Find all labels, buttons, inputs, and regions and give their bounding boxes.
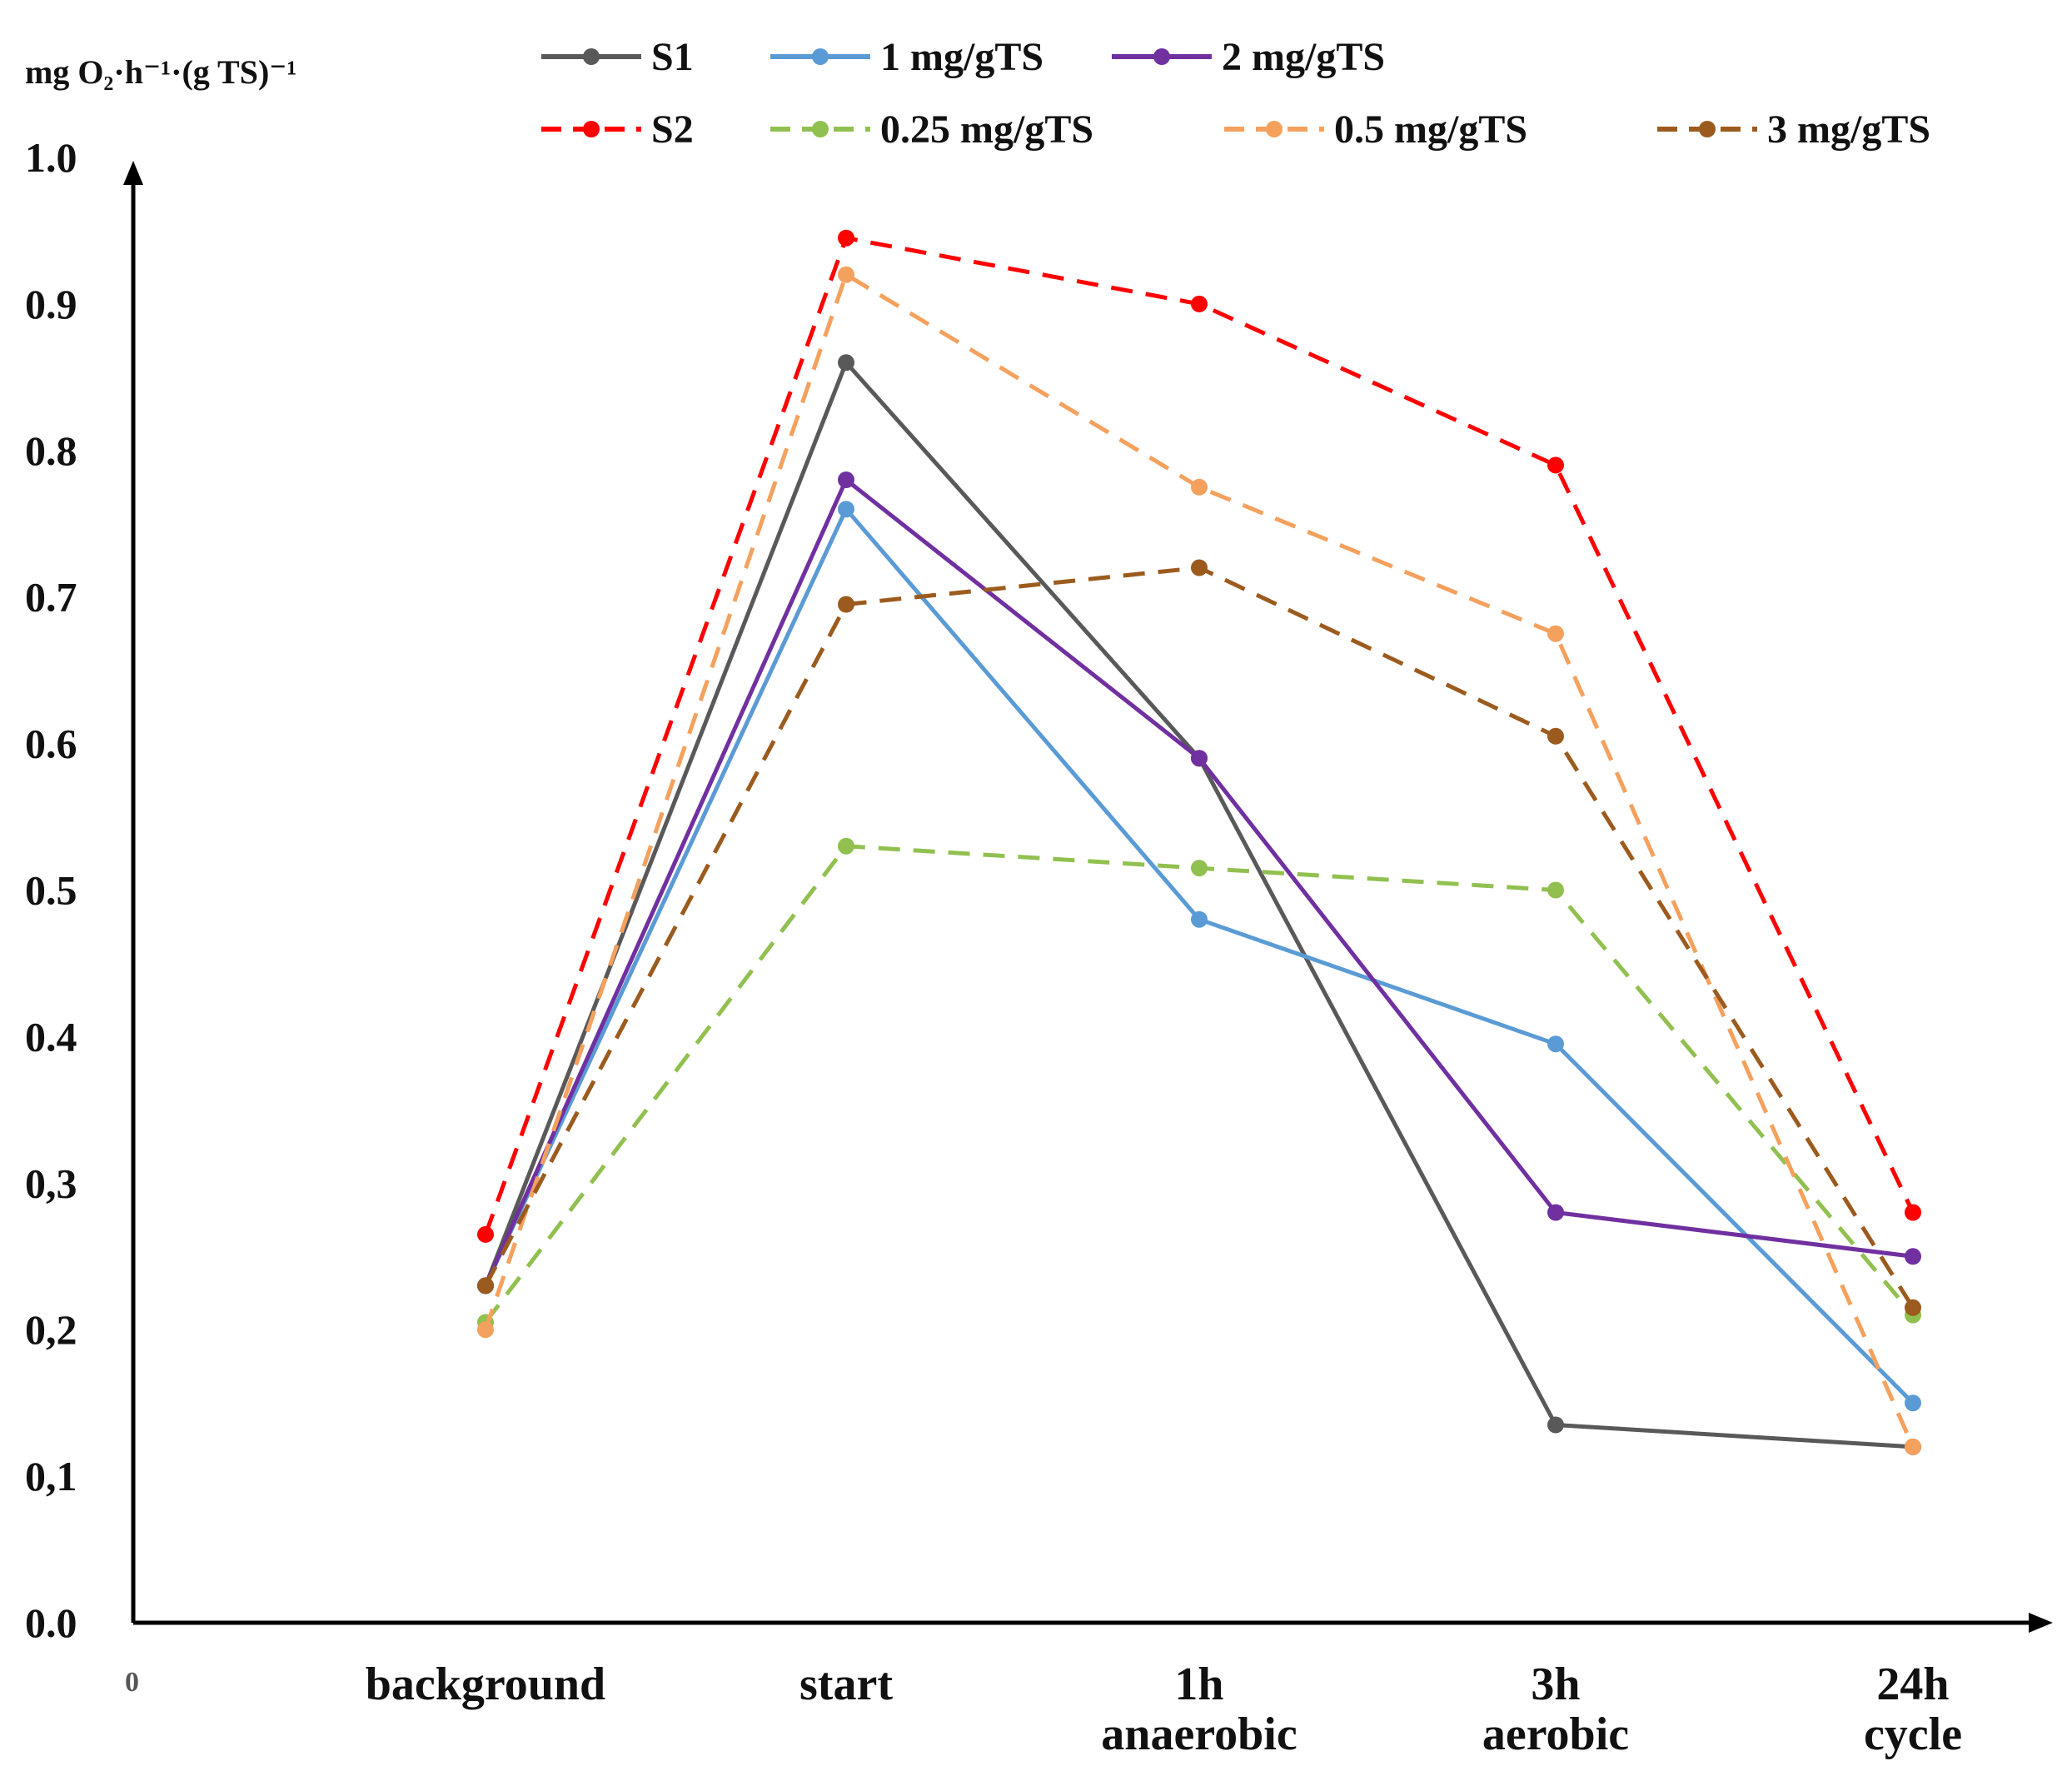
y-tick-label: 0.4 <box>25 1013 77 1060</box>
series-2 <box>477 471 1921 1295</box>
series-line <box>483 566 1915 1310</box>
legend-label: S1 <box>651 35 694 79</box>
y-tick-label: 0.0 <box>25 1599 77 1646</box>
x-axis-arrow <box>2029 1613 2053 1633</box>
data-point <box>1547 456 1564 474</box>
data-point <box>1905 1438 1921 1455</box>
data-point <box>1547 625 1564 642</box>
legend-swatch-marker <box>1266 121 1283 137</box>
legend-item: 1 mg/gTS <box>770 35 1043 79</box>
series-line <box>483 506 1915 1404</box>
y-tick-label: 0.8 <box>25 427 77 474</box>
legend-swatch-marker <box>1699 121 1716 137</box>
legend-item: 2 mg/gTS <box>1112 35 1385 79</box>
data-point <box>1547 727 1564 745</box>
legend-label: 0.25 mg/gTS <box>880 107 1093 152</box>
data-point <box>1905 1248 1921 1265</box>
legend-item: 0.5 mg/gTS <box>1224 107 1527 152</box>
data-point <box>1547 1204 1564 1221</box>
data-point <box>838 501 854 518</box>
legend-item: 0.25 mg/gTS <box>770 107 1093 152</box>
data-point <box>1547 1416 1564 1434</box>
legend-swatch-marker <box>583 121 600 137</box>
x-category-label: aerobic <box>1482 1709 1629 1760</box>
x-category-label: 24h <box>1876 1659 1949 1710</box>
x-category-label: anaerobic <box>1101 1709 1297 1760</box>
data-point <box>1191 478 1208 496</box>
series-3 <box>477 229 1921 1243</box>
x-category-label: cycle <box>1864 1709 1962 1760</box>
data-point <box>1191 559 1208 576</box>
series-line <box>483 360 1914 1449</box>
origin-label: 0 <box>125 1667 139 1698</box>
legend-label: 0.5 mg/gTS <box>1334 107 1527 152</box>
data-point <box>838 471 854 488</box>
data-point <box>1547 881 1564 899</box>
legend-label: 2 mg/gTS <box>1222 35 1385 79</box>
x-category-label: 1h <box>1174 1659 1223 1710</box>
data-point <box>1191 750 1208 767</box>
x-category-label: 3h <box>1531 1659 1580 1710</box>
series-group <box>477 229 1921 1455</box>
legend-item: 3 mg/gTS <box>1657 107 1930 152</box>
data-point <box>1191 910 1208 928</box>
x-category-label: background <box>366 1659 605 1710</box>
data-point <box>838 266 854 283</box>
data-point <box>1905 1299 1921 1316</box>
series-6 <box>477 559 1921 1316</box>
data-point <box>838 354 854 372</box>
y-tick-label: 0.9 <box>25 281 77 327</box>
y-axis-arrow <box>123 161 143 185</box>
y-axis-label: mg O₂·h⁻¹·(g TS)⁻¹ <box>25 53 296 91</box>
data-point <box>838 596 854 613</box>
legend-swatch-marker <box>583 48 600 65</box>
data-point <box>477 1225 494 1243</box>
legend-label: 3 mg/gTS <box>1767 107 1930 152</box>
legend-item: S2 <box>541 107 694 152</box>
y-tick-label: 0.7 <box>25 574 77 621</box>
y-tick-label: 0,1 <box>25 1453 77 1499</box>
data-point <box>1905 1204 1921 1221</box>
x-category-label: start <box>799 1659 893 1710</box>
y-tick-label: 1.0 <box>25 134 77 181</box>
legend-item: S1 <box>541 35 694 79</box>
data-point <box>838 837 854 855</box>
data-point <box>477 1277 494 1295</box>
y-tick-label: 0.5 <box>25 867 77 914</box>
legend: S1 1 mg/gTS 2 mg/gTS S2 0.25 mg/gTS 0.5 mg/gT… <box>541 35 1930 152</box>
data-point <box>1191 295 1208 312</box>
legend-swatch-marker <box>812 121 829 137</box>
series-line <box>483 272 1915 1448</box>
series-1 <box>477 501 1921 1412</box>
legend-swatch-marker <box>812 48 829 65</box>
data-point <box>1905 1394 1921 1412</box>
series-5 <box>477 266 1921 1455</box>
series-0 <box>477 354 1921 1455</box>
y-tick-label: 0,2 <box>25 1306 77 1353</box>
axes <box>123 161 2053 1633</box>
y-axis-ticks: 0.0 0,1 0,2 0,3 0.4 0.5 0.6 0.7 0.8 0.9 1.0 <box>25 134 77 1646</box>
data-point <box>477 1321 494 1339</box>
y-tick-label: 0.6 <box>25 721 77 767</box>
legend-label: S2 <box>651 107 694 152</box>
data-point <box>1547 1035 1564 1053</box>
data-point <box>1191 860 1208 877</box>
y-tick-label: 0,3 <box>25 1160 77 1206</box>
legend-label: 1 mg/gTS <box>880 35 1043 79</box>
data-point <box>838 229 854 247</box>
legend-swatch-marker <box>1153 48 1170 65</box>
